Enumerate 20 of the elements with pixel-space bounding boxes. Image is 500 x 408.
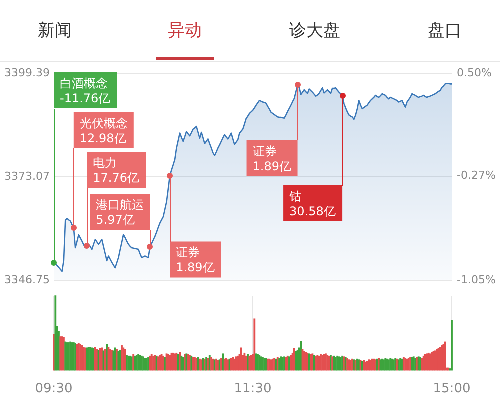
- annotation: 证券 1.89亿: [176, 246, 215, 275]
- annotation: 钴 30.58亿: [288, 190, 336, 219]
- annotation: 光伏概念 12.98亿: [80, 116, 128, 146]
- text: 诊大盘: [290, 20, 340, 42]
- y-tick-label: 3346.75: [4, 273, 50, 286]
- text: 新闻: [38, 20, 72, 42]
- text: 盘口: [428, 20, 462, 42]
- x-tick-label: 11:30: [234, 382, 272, 397]
- x-tick-label: 09:30: [35, 382, 73, 397]
- y2-tick-label: -0.27%: [457, 169, 496, 182]
- annotation: 港口航运 5.97亿: [96, 198, 144, 228]
- text: 异动: [168, 20, 202, 42]
- annotation: 电力 17.76亿: [93, 156, 140, 186]
- annotation: 证券 1.89亿: [252, 144, 292, 174]
- y2-tick-label: -1.05%: [457, 273, 496, 286]
- y2-tick-label: 0.50%: [457, 66, 492, 80]
- y-tick-label: 3399.39: [4, 66, 50, 80]
- y-tick-label: 3373.07: [4, 170, 50, 183]
- annotation: 白酒概念 -11.76亿: [60, 76, 111, 106]
- x-tick-label: 15:00: [433, 382, 471, 397]
